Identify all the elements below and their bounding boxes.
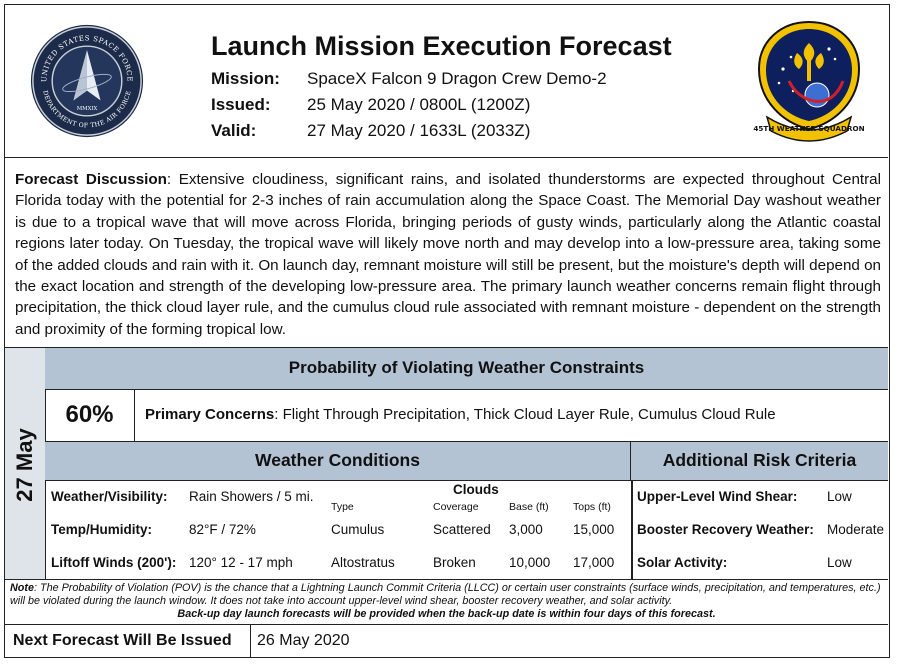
issued-label: Issued: [211,95,271,114]
cloud-row-1-coverage: Scattered [433,522,491,537]
day-label: 27 May [12,428,37,502]
liftoff-winds-label: Liftoff Winds (200'): [51,555,177,570]
mission-value: SpaceX Falcon 9 Dragon Crew Demo-2 [307,69,607,88]
next-forecast-label: Next Forecast Will Be Issued [5,625,251,657]
cloud-row-1-base: 3,000 [509,522,543,537]
weather-visibility-label: Weather/Visibility: [51,489,168,504]
issued-row: Issued: 25 May 2020 / 0800L (1200Z) [211,95,530,115]
temp-humidity-value: 82°F / 72% [189,522,256,537]
solar-activity-value: Low [827,555,852,570]
note-label: Note [10,582,34,594]
probability-heading: Probability of Violating Weather Constra… [45,347,888,390]
primary-concerns: Primary Concerns: Flight Through Precipi… [145,406,776,423]
next-forecast-date: 26 May 2020 [257,632,350,649]
cloud-row-2-base: 10,000 [509,555,551,570]
mission-label: Mission: [211,69,280,88]
wind-shear-value: Low [827,489,852,504]
wind-shear-label: Upper-Level Wind Shear: [637,489,798,504]
cloud-row-2-tops: 17,000 [573,555,615,570]
valid-value: 27 May 2020 / 1633L (2033Z) [307,121,531,140]
header: UNITED STATES SPACE FORCE DEPARTMENT OF … [5,5,888,158]
clouds-header-tops: Tops (ft) [573,501,611,513]
clouds-header-type: Type [331,501,354,513]
forecast-discussion: Forecast Discussion: Extensive cloudines… [15,169,881,340]
clouds-header-coverage: Coverage [433,501,479,513]
cloud-row-2-type: Altostratus [331,555,395,570]
clouds-title: Clouds [453,482,499,497]
mission-row: Mission: SpaceX Falcon 9 Dragon Crew Demo… [211,69,607,89]
clouds-header-base: Base (ft) [509,501,549,513]
weather-visibility-value: Rain Showers / 5 mi. [189,489,314,504]
svg-text:45TH WEATHER SQUADRON: 45TH WEATHER SQUADRON [753,124,864,133]
weather-conditions-heading: Weather Conditions [45,441,631,481]
booster-recovery-value: Moderate [827,522,885,537]
note-text: : The Probability of Violation (POV) is … [10,582,881,607]
backup-note: Back-up day launch forecasts will be pro… [177,608,716,620]
weather-squadron-patch-logo: 45TH WEATHER SQUADRON [753,20,865,142]
forecast-document: UNITED STATES SPACE FORCE DEPARTMENT OF … [4,4,890,658]
cloud-row-2-coverage: Broken [433,555,476,570]
valid-row: Valid: 27 May 2020 / 1633L (2033Z) [211,121,530,141]
footnote: Note: The Probability of Violation (POV)… [5,579,888,625]
liftoff-winds-value: 120° 12 - 17 mph [189,555,293,570]
risk-divider [631,481,633,579]
cloud-row-1-tops: 15,000 [573,522,615,537]
issued-value: 25 May 2020 / 0800L (1200Z) [307,95,531,114]
space-force-seal-logo: UNITED STATES SPACE FORCE DEPARTMENT OF … [30,24,144,138]
temp-humidity-label: Temp/Humidity: [51,522,152,537]
cloud-row-1-type: Cumulus [331,522,385,537]
day-sidebar: 27 May [5,347,46,580]
valid-label: Valid: [211,121,257,140]
discussion-label: Forecast Discussion [15,171,167,188]
svg-text:MMXIX: MMXIX [77,106,98,112]
solar-activity-label: Solar Activity: [637,555,728,570]
page-title: Launch Mission Execution Forecast [211,31,672,61]
probability-value: 60% [45,389,135,441]
concerns-text: : Flight Through Precipitation, Thick Cl… [274,406,776,423]
discussion-text: : Extensive cloudiness, significant rain… [15,171,881,338]
risk-criteria-heading: Additional Risk Criteria [631,441,888,481]
concerns-label: Primary Concerns [145,406,275,423]
booster-recovery-label: Booster Recovery Weather: [637,522,814,537]
